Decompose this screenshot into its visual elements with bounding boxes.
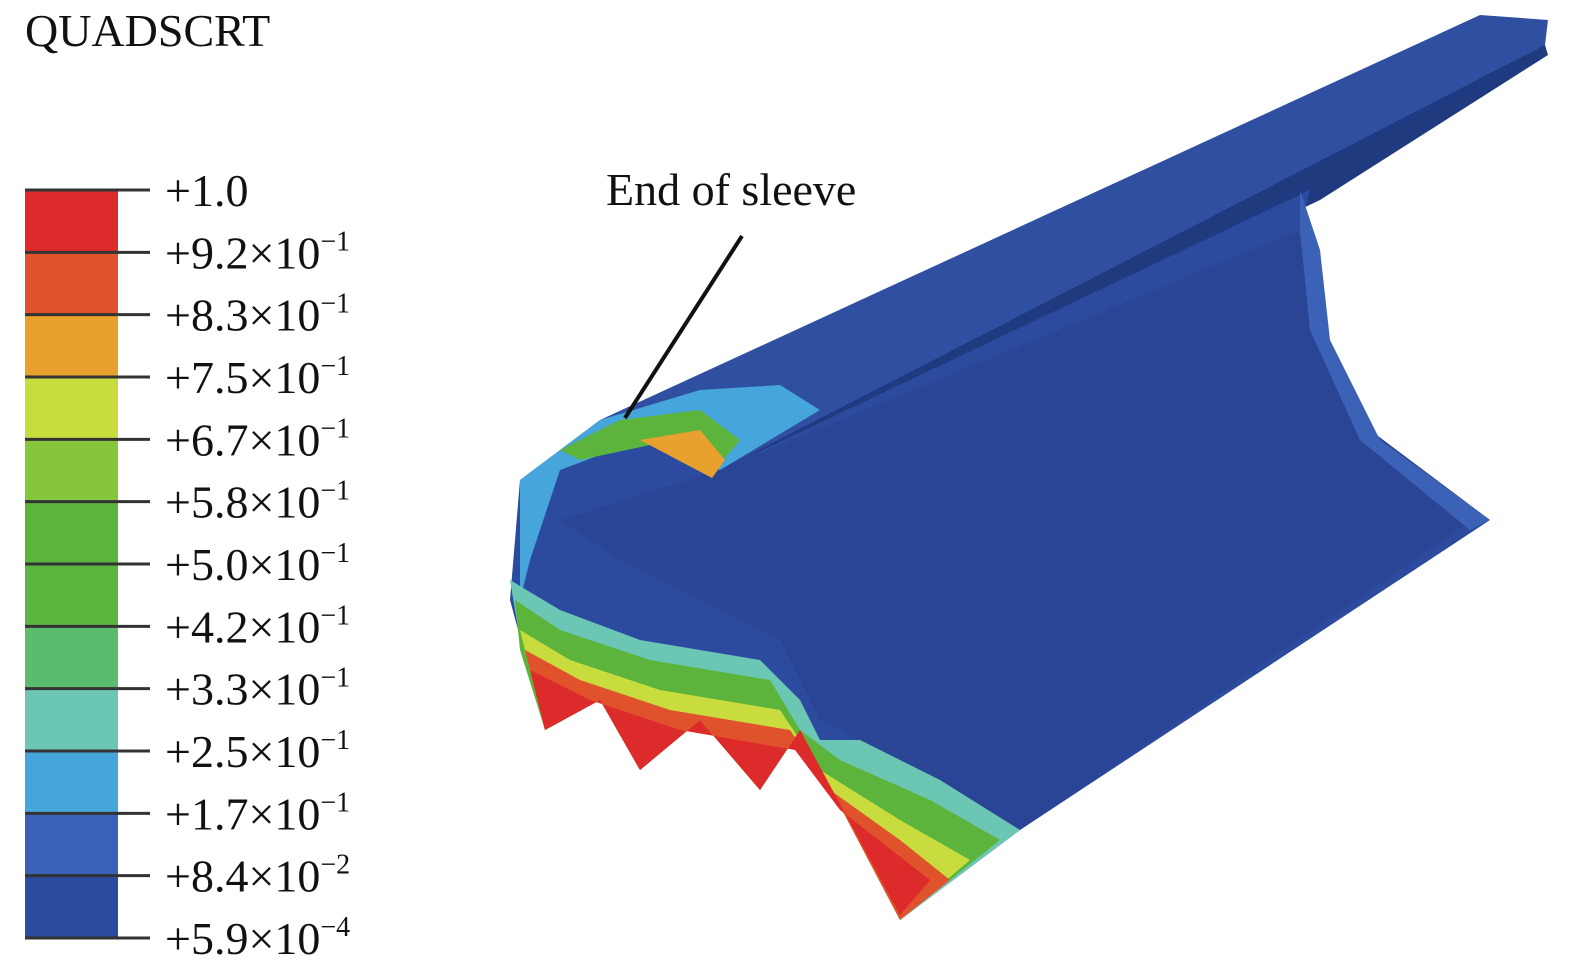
legend-label-exp: −1: [320, 476, 350, 507]
legend-band: [25, 813, 118, 877]
legend-label-base: +1.7×10: [165, 788, 320, 839]
legend-band: [25, 190, 118, 253]
legend-band: [25, 314, 118, 378]
legend-label: +5.0×10−1: [165, 538, 350, 590]
tube-edge: [720, 45, 1548, 480]
legend-label: +8.3×10−1: [165, 289, 350, 341]
legend-band: [25, 377, 118, 440]
legend-label-base: +5.0×10: [165, 539, 320, 590]
legend-label-base: +9.2×10: [165, 227, 320, 278]
legend-label: +4.2×10−1: [165, 600, 350, 652]
legend-label-base: +5.8×10: [165, 477, 320, 528]
legend-band: [25, 501, 118, 565]
annotation-leader: [623, 234, 744, 420]
legend: +1.0+9.2×10−1+8.3×10−1+7.5×10−1+6.7×10−1…: [25, 165, 350, 964]
legend-label-exp: −1: [320, 725, 350, 756]
contour: [640, 430, 725, 478]
legend-label: +3.3×10−1: [165, 663, 350, 715]
legend-label-base: +7.5×10: [165, 352, 320, 403]
legend-label-exp: −1: [320, 538, 350, 569]
legend-label: +5.9×10−4: [165, 912, 350, 964]
contour: [530, 670, 930, 915]
legend-label-base: +2.5×10: [165, 726, 320, 777]
legend-label-base: +8.3×10: [165, 290, 320, 341]
legend-label-base: +3.3×10: [165, 664, 320, 715]
legend-band: [25, 439, 118, 503]
legend-label-base: +5.9×10: [165, 913, 320, 964]
legend-label-exp: −4: [320, 912, 350, 943]
legend-label-exp: −2: [320, 850, 350, 881]
legend-label-exp: −1: [320, 413, 350, 444]
tube-model: [510, 15, 1548, 920]
legend-band: [25, 564, 118, 627]
legend-label-base: +4.2×10: [165, 601, 320, 652]
legend-band: [25, 751, 118, 814]
legend-label-exp: −1: [320, 226, 350, 257]
legend-title: QUADSCRT: [25, 5, 270, 56]
legend-label: +8.4×10−2: [165, 850, 350, 902]
legend-label-base: +8.4×10: [165, 851, 320, 902]
legend-label: +6.7×10−1: [165, 413, 350, 465]
legend-label-exp: −1: [320, 787, 350, 818]
legend-label: +5.8×10−1: [165, 476, 350, 528]
legend-band: [25, 626, 118, 690]
legend-label: +9.2×10−1: [165, 226, 350, 278]
legend-band: [25, 875, 118, 939]
legend-label-exp: −1: [320, 600, 350, 631]
tube-rim: [1300, 190, 1490, 530]
tube-shade: [560, 230, 1480, 830]
legend-label-exp: −1: [320, 289, 350, 320]
annotation: End of sleeve: [606, 164, 856, 215]
legend-label: +1.0: [165, 165, 248, 216]
legend-label: +7.5×10−1: [165, 351, 350, 403]
legend-label-base: +6.7×10: [165, 414, 320, 465]
legend-label-exp: −1: [320, 351, 350, 382]
legend-label: +2.5×10−1: [165, 725, 350, 777]
legend-band: [25, 252, 118, 316]
legend-label: +1.7×10−1: [165, 787, 350, 839]
legend-band: [25, 688, 118, 752]
legend-label-base: +1.0: [165, 165, 248, 216]
tube-top: [600, 15, 1548, 470]
legend-label-exp: −1: [320, 663, 350, 694]
